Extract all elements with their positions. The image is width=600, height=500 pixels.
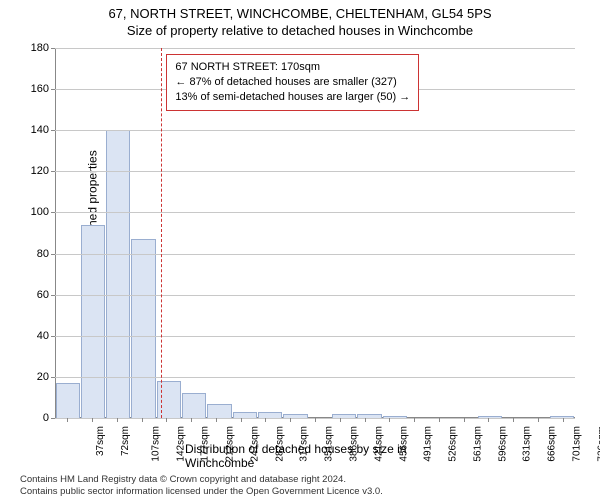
xtick-mark <box>414 418 415 422</box>
ytick-mark <box>51 48 55 49</box>
footer-line2: Contains public sector information licen… <box>20 486 383 498</box>
gridline <box>55 295 575 296</box>
bar <box>207 404 231 418</box>
bar <box>131 239 155 418</box>
xtick-mark <box>67 418 68 422</box>
xtick-mark <box>340 418 341 422</box>
xtick-label: 561sqm <box>472 426 483 462</box>
footer: Contains HM Land Registry data © Crown c… <box>20 474 383 498</box>
ytick-label: 60 <box>37 289 49 301</box>
gridline <box>55 336 575 337</box>
gridline <box>55 377 575 378</box>
xtick-label: 596sqm <box>497 426 508 462</box>
xtick-mark <box>166 418 167 422</box>
ytick-label: 40 <box>37 330 49 342</box>
xtick-mark <box>513 418 514 422</box>
bar <box>182 393 206 418</box>
annotation-line1: 67 NORTH STREET: 170sqm <box>175 60 410 75</box>
ytick-mark <box>51 212 55 213</box>
ytick-mark <box>51 418 55 419</box>
bar <box>106 130 130 418</box>
ytick-mark <box>51 130 55 131</box>
ytick-label: 140 <box>31 124 49 136</box>
xtick-mark <box>92 418 93 422</box>
annotation-box: 67 NORTH STREET: 170sqm ← 87% of detache… <box>166 54 419 111</box>
ytick-label: 20 <box>37 371 49 383</box>
gridline <box>55 254 575 255</box>
xtick-label: 177sqm <box>200 426 211 462</box>
xtick-label: 456sqm <box>398 426 409 462</box>
xtick-mark <box>241 418 242 422</box>
xtick-label: 386sqm <box>349 426 360 462</box>
xtick-label: 142sqm <box>175 426 186 462</box>
xtick-label: 37sqm <box>95 426 106 456</box>
ytick-label: 120 <box>31 165 49 177</box>
xtick-mark <box>439 418 440 422</box>
xtick-label: 526sqm <box>448 426 459 462</box>
xtick-label: 631sqm <box>522 426 533 462</box>
ytick-mark <box>51 295 55 296</box>
ytick-mark <box>51 254 55 255</box>
xtick-label: 666sqm <box>547 426 558 462</box>
ytick-mark <box>51 171 55 172</box>
xtick-label: 421sqm <box>373 426 384 462</box>
xtick-label: 107sqm <box>150 426 161 462</box>
xtick-label: 491sqm <box>423 426 434 462</box>
ytick-label: 80 <box>37 248 49 260</box>
xtick-mark <box>488 418 489 422</box>
ytick-mark <box>51 336 55 337</box>
annotation-line2: ← 87% of detached houses are smaller (32… <box>175 75 410 90</box>
xtick-mark <box>389 418 390 422</box>
xtick-label: 72sqm <box>120 426 131 456</box>
footer-line1: Contains HM Land Registry data © Crown c… <box>20 474 383 486</box>
xtick-label: 247sqm <box>250 426 261 462</box>
chart-area: Number of detached properties Distributi… <box>55 48 575 418</box>
xtick-label: 351sqm <box>324 426 335 462</box>
xtick-label: 212sqm <box>225 426 236 462</box>
title-line1: 67, NORTH STREET, WINCHCOMBE, CHELTENHAM… <box>0 6 600 21</box>
xtick-mark <box>191 418 192 422</box>
xtick-mark <box>117 418 118 422</box>
xtick-label: 701sqm <box>571 426 582 462</box>
xtick-mark <box>290 418 291 422</box>
annotation-line3: 13% of semi-detached houses are larger (… <box>175 90 410 105</box>
gridline <box>55 212 575 213</box>
ytick-label: 100 <box>31 206 49 218</box>
xtick-label: 736sqm <box>596 426 600 462</box>
xtick-mark <box>216 418 217 422</box>
xtick-mark <box>464 418 465 422</box>
gridline <box>55 130 575 131</box>
title-line2: Size of property relative to detached ho… <box>0 23 600 38</box>
xtick-label: 317sqm <box>299 426 310 462</box>
ytick-label: 180 <box>31 42 49 54</box>
xtick-mark <box>538 418 539 422</box>
xtick-mark <box>563 418 564 422</box>
gridline <box>55 48 575 49</box>
ytick-mark <box>51 377 55 378</box>
gridline <box>55 171 575 172</box>
bar <box>56 383 80 418</box>
xtick-mark <box>142 418 143 422</box>
reference-line <box>161 48 162 418</box>
ytick-mark <box>51 89 55 90</box>
xtick-mark <box>265 418 266 422</box>
xtick-mark <box>365 418 366 422</box>
xtick-mark <box>315 418 316 422</box>
ytick-label: 0 <box>43 412 49 424</box>
xtick-label: 282sqm <box>274 426 285 462</box>
ytick-label: 160 <box>31 83 49 95</box>
